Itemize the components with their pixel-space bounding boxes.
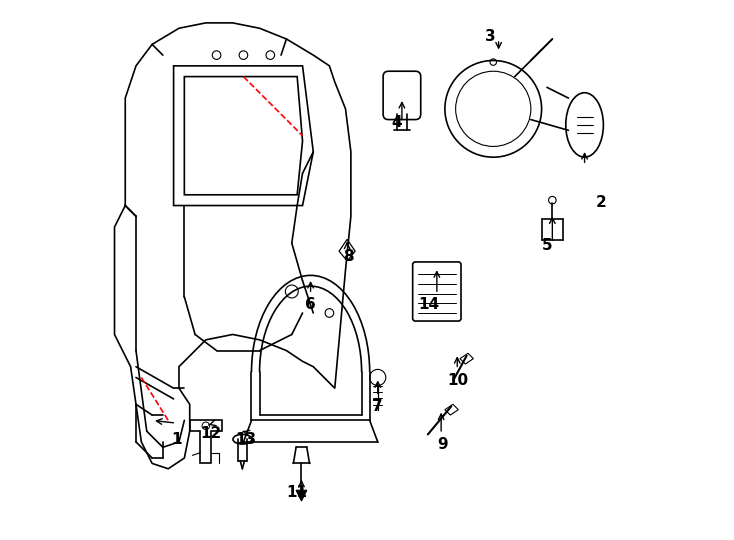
Text: 11: 11 xyxy=(287,485,308,501)
Text: 7: 7 xyxy=(372,400,383,415)
Text: 3: 3 xyxy=(485,29,496,44)
Text: 14: 14 xyxy=(418,298,440,313)
Text: 2: 2 xyxy=(595,195,606,211)
Text: 9: 9 xyxy=(437,437,448,452)
Text: 12: 12 xyxy=(200,427,222,441)
Text: 1: 1 xyxy=(171,431,181,447)
Text: 4: 4 xyxy=(391,115,401,130)
Polygon shape xyxy=(296,490,307,501)
Text: 8: 8 xyxy=(343,249,354,264)
Text: 13: 13 xyxy=(236,431,257,447)
Text: 5: 5 xyxy=(542,238,552,253)
Text: 10: 10 xyxy=(448,373,469,388)
Text: 6: 6 xyxy=(305,298,316,313)
